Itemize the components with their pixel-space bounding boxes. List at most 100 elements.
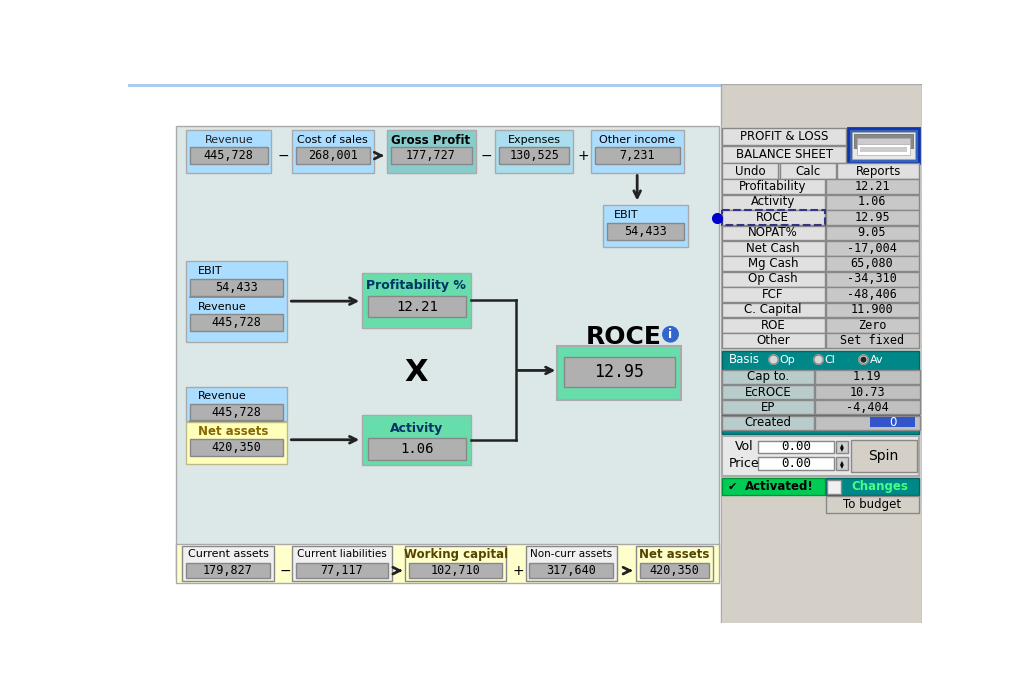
Text: 54,433: 54,433 — [215, 281, 258, 294]
Text: Current assets: Current assets — [187, 550, 268, 559]
Bar — [852, 132, 915, 159]
Circle shape — [769, 355, 778, 364]
Bar — [722, 287, 824, 302]
Bar — [500, 147, 569, 164]
Bar — [722, 400, 814, 414]
Text: EcROCE: EcROCE — [744, 386, 792, 398]
Bar — [190, 147, 267, 164]
Text: 7,231: 7,231 — [620, 149, 655, 162]
Bar — [758, 440, 834, 453]
Bar — [410, 563, 503, 578]
Text: 1.06: 1.06 — [400, 442, 434, 456]
Bar — [496, 130, 572, 173]
Text: Gross Profit: Gross Profit — [391, 134, 471, 147]
Bar — [825, 256, 919, 271]
Text: C. Capital: C. Capital — [744, 303, 802, 316]
Text: 445,728: 445,728 — [204, 149, 254, 162]
Bar — [825, 225, 919, 240]
Bar — [128, 84, 725, 87]
Bar — [825, 241, 919, 256]
Bar — [636, 546, 713, 582]
Bar — [722, 302, 824, 317]
Text: X: X — [404, 358, 428, 387]
Text: Zero: Zero — [858, 318, 886, 332]
Text: 0.00: 0.00 — [781, 440, 811, 453]
Bar — [722, 351, 919, 434]
Bar — [176, 545, 719, 583]
Bar — [825, 195, 919, 209]
Text: Undo: Undo — [735, 164, 766, 178]
Bar — [825, 179, 919, 194]
Bar — [186, 422, 287, 464]
Bar — [860, 147, 907, 152]
Text: Basis: Basis — [729, 354, 760, 366]
Bar — [591, 130, 684, 173]
Text: i: i — [669, 328, 673, 341]
Bar — [292, 130, 374, 173]
Text: 65,080: 65,080 — [851, 257, 893, 270]
Bar — [815, 416, 920, 430]
Text: Revenue: Revenue — [205, 135, 253, 145]
Bar — [836, 458, 848, 470]
Text: 10.73: 10.73 — [850, 386, 885, 398]
Text: 77,117: 77,117 — [321, 564, 364, 577]
Text: +: + — [578, 148, 589, 162]
Bar — [563, 357, 675, 386]
Bar — [838, 163, 920, 179]
Text: Working capital: Working capital — [403, 548, 508, 561]
Text: Vol: Vol — [735, 440, 754, 453]
Bar — [529, 563, 613, 578]
Bar — [825, 302, 919, 317]
Bar — [186, 130, 271, 173]
Text: −: − — [481, 148, 493, 162]
Text: Op: Op — [779, 355, 796, 365]
Bar — [722, 478, 824, 495]
Text: Cap to.: Cap to. — [748, 370, 790, 383]
Bar — [190, 439, 283, 456]
Text: Revenue: Revenue — [198, 302, 247, 312]
Text: EBIT: EBIT — [198, 266, 222, 276]
Text: -48,406: -48,406 — [847, 288, 897, 301]
Bar — [722, 436, 919, 476]
Text: +: + — [512, 564, 523, 577]
Text: 0.00: 0.00 — [781, 457, 811, 470]
Bar — [825, 496, 919, 513]
Text: Spin: Spin — [868, 449, 899, 463]
Bar — [827, 480, 841, 494]
Text: ROCE: ROCE — [586, 325, 662, 349]
Text: 268,001: 268,001 — [307, 149, 357, 162]
Bar — [722, 416, 814, 430]
Bar — [721, 84, 922, 623]
Bar — [190, 403, 283, 421]
Bar — [722, 256, 824, 271]
Bar — [836, 440, 848, 453]
Circle shape — [859, 355, 868, 364]
Circle shape — [861, 357, 866, 362]
Text: Changes: Changes — [851, 480, 908, 494]
Text: Created: Created — [744, 416, 792, 429]
Bar — [722, 179, 824, 194]
Text: Other income: Other income — [599, 135, 675, 145]
Text: ROE: ROE — [761, 318, 785, 332]
Text: 12.95: 12.95 — [854, 211, 890, 224]
Bar — [815, 385, 920, 399]
Text: ▾: ▾ — [840, 461, 844, 470]
Bar — [292, 546, 391, 582]
Bar — [815, 400, 920, 414]
Bar — [362, 272, 471, 328]
Text: ▾: ▾ — [840, 444, 844, 454]
Circle shape — [663, 326, 678, 342]
Text: PROFIT & LOSS: PROFIT & LOSS — [740, 130, 828, 143]
Text: -17,004: -17,004 — [847, 241, 897, 255]
Text: Av: Av — [869, 355, 884, 365]
Text: FCF: FCF — [762, 288, 783, 301]
Text: Net assets: Net assets — [639, 548, 710, 561]
Text: 445,728: 445,728 — [212, 316, 261, 329]
Bar — [406, 546, 506, 582]
Text: Price: Price — [729, 457, 760, 470]
Bar — [825, 318, 919, 332]
Text: -34,310: -34,310 — [847, 272, 897, 286]
Text: Set fixed: Set fixed — [840, 334, 904, 347]
Bar — [722, 333, 824, 348]
Text: Profitability %: Profitability % — [367, 279, 466, 292]
